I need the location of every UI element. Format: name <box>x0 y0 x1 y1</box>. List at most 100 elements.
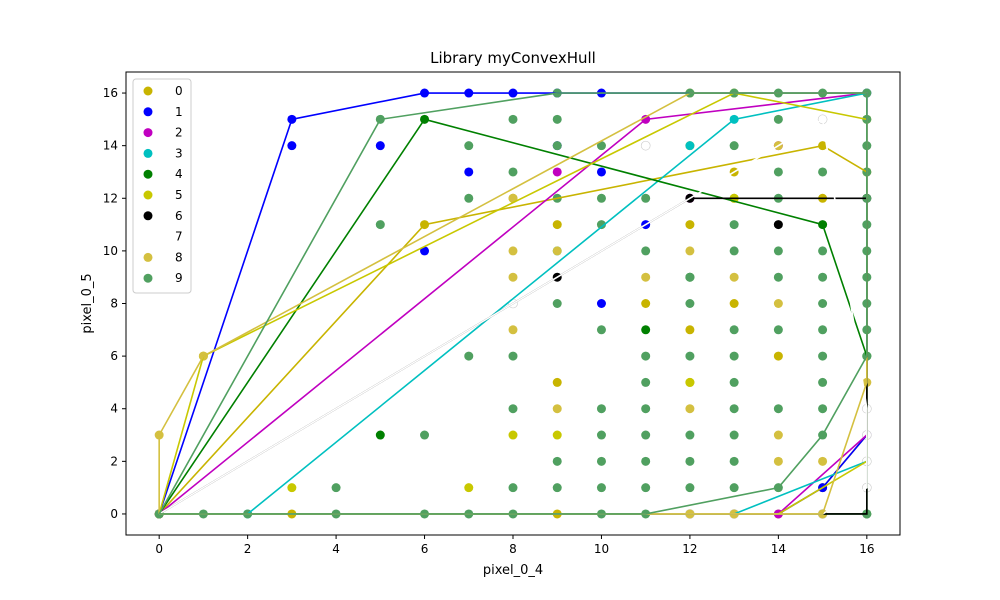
legend-label-class-3: 3 <box>175 146 183 160</box>
data-point-class-9 <box>729 351 739 361</box>
data-point-class-9 <box>641 404 651 414</box>
data-point-class-1 <box>375 141 385 151</box>
legend-marker-class-3 <box>143 148 153 158</box>
legend-marker-class-2 <box>143 128 153 138</box>
data-point-class-1 <box>420 246 430 256</box>
x-tick-label: 10 <box>594 542 609 556</box>
data-point-class-9 <box>596 220 606 230</box>
data-point-class-9 <box>596 325 606 335</box>
y-tick-label: 14 <box>103 139 118 153</box>
data-point-class-5 <box>464 483 474 493</box>
legend-label-class-0: 0 <box>175 84 183 98</box>
x-axis-label: pixel_0_4 <box>483 563 543 578</box>
data-point-class-9 <box>685 430 695 440</box>
legend-marker-class-1 <box>143 107 153 117</box>
data-point-class-8 <box>508 325 518 335</box>
data-point-class-8 <box>641 272 651 282</box>
hull-line-class-9 <box>158 92 868 515</box>
x-tick-label: 14 <box>771 542 786 556</box>
legend-marker-class-0 <box>143 86 153 96</box>
data-point-class-9 <box>552 456 562 466</box>
y-axis-label: pixel_0_5 <box>80 273 95 333</box>
data-point-class-9 <box>552 114 562 124</box>
legend-marker-class-4 <box>143 169 153 179</box>
data-point-class-9 <box>641 377 651 387</box>
data-point-class-9 <box>331 483 341 493</box>
y-axis-ticks: 0 2 4 6 8 10 12 14 16 <box>103 86 126 521</box>
y-tick-label: 16 <box>103 86 118 100</box>
data-point-class-9 <box>773 325 783 335</box>
legend: 0 1 2 3 4 5 6 7 8 9 <box>132 78 192 294</box>
x-tick-label: 12 <box>682 542 697 556</box>
data-point-class-9 <box>729 430 739 440</box>
legend-label-class-9: 9 <box>175 271 183 285</box>
data-point-class-9 <box>508 351 518 361</box>
data-point-class-5 <box>508 430 518 440</box>
chart-title: Library myConvexHull <box>430 49 596 67</box>
hull-lines <box>158 92 868 515</box>
data-point-class-9 <box>508 404 518 414</box>
data-point-class-9 <box>818 404 828 414</box>
data-point-class-8 <box>552 246 562 256</box>
legend-marker-class-5 <box>143 190 153 200</box>
data-point-class-8 <box>773 430 783 440</box>
data-point-class-9 <box>641 430 651 440</box>
data-point-class-9 <box>508 167 518 177</box>
data-point-class-9 <box>729 483 739 493</box>
legend-label-class-2: 2 <box>175 126 183 140</box>
data-point-class-7 <box>640 140 651 151</box>
x-tick-label: 4 <box>332 542 340 556</box>
data-point-class-8 <box>685 246 695 256</box>
y-tick-label: 2 <box>110 454 118 468</box>
y-tick-label: 10 <box>103 244 118 258</box>
data-point-class-9 <box>818 299 828 308</box>
data-point-class-9 <box>596 404 606 414</box>
data-point-class-9 <box>685 299 695 308</box>
data-point-class-9 <box>685 483 695 493</box>
data-point-class-9 <box>685 351 695 361</box>
data-point-class-8 <box>508 246 518 256</box>
data-point-class-8 <box>729 272 739 282</box>
data-point-class-2 <box>552 167 562 177</box>
data-point-class-9 <box>596 456 606 466</box>
data-point-class-9 <box>596 193 606 203</box>
x-tick-label: 0 <box>155 542 163 556</box>
data-point-class-9 <box>818 272 828 282</box>
data-point-class-6 <box>773 220 783 230</box>
data-point-class-9 <box>773 404 783 414</box>
data-point-class-9 <box>464 193 474 203</box>
data-point-class-9 <box>464 351 474 361</box>
legend-label-class-7: 7 <box>175 230 183 244</box>
data-point-class-0 <box>729 299 739 308</box>
data-point-class-1 <box>287 141 297 151</box>
data-point-class-8 <box>508 272 518 282</box>
data-point-class-9 <box>729 404 739 414</box>
data-point-class-9 <box>773 246 783 256</box>
data-point-class-8 <box>508 193 518 203</box>
data-point-class-4 <box>641 325 651 335</box>
legend-label-class-6: 6 <box>175 209 183 223</box>
data-point-class-5 <box>685 377 695 387</box>
data-point-class-9 <box>641 351 651 361</box>
data-point-class-0 <box>773 351 783 361</box>
data-point-class-8 <box>818 456 828 466</box>
y-tick-label: 0 <box>110 507 118 521</box>
data-point-class-9 <box>641 483 651 493</box>
x-axis-ticks: 0 2 4 6 8 10 12 14 16 <box>155 535 874 556</box>
data-point-class-5 <box>552 430 562 440</box>
legend-marker-class-8 <box>143 252 153 262</box>
x-tick-label: 6 <box>421 542 429 556</box>
y-tick-label: 4 <box>110 402 118 416</box>
data-point-class-8 <box>773 456 783 466</box>
data-point-class-9 <box>773 272 783 282</box>
x-tick-label: 16 <box>859 542 874 556</box>
data-point-class-8 <box>773 299 783 308</box>
legend-marker-class-9 <box>143 273 153 283</box>
data-point-class-4 <box>375 430 385 440</box>
data-point-class-9 <box>729 141 739 151</box>
data-point-class-9 <box>596 430 606 440</box>
data-point-class-3 <box>685 141 695 151</box>
data-point-class-9 <box>773 167 783 177</box>
data-point-class-9 <box>420 430 430 440</box>
legend-label-class-8: 8 <box>175 250 183 264</box>
